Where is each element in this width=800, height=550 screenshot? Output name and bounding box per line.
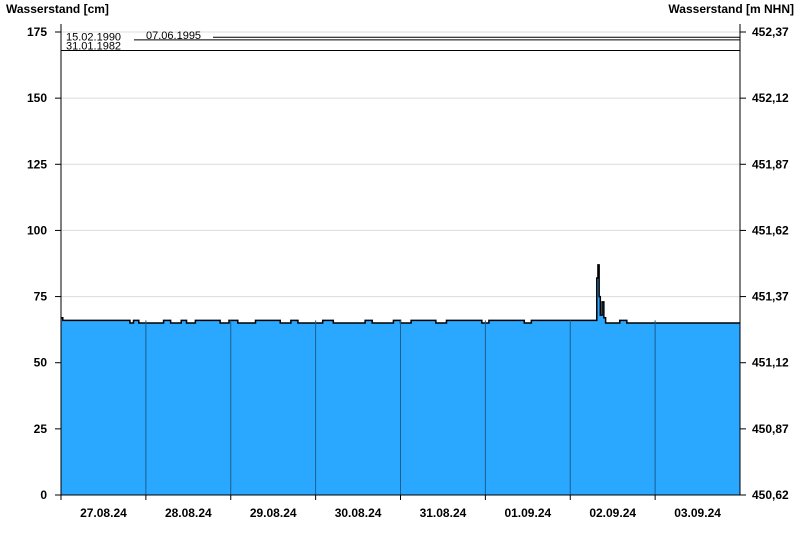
x-tick-label: 01.09.24 xyxy=(504,506,551,520)
x-tick-label: 31.08.24 xyxy=(420,506,467,520)
reference-label-1990: 15.02.1990 xyxy=(66,31,121,43)
y-tick-label-left: 50 xyxy=(34,356,48,370)
x-tick-label: 29.08.24 xyxy=(250,506,297,520)
y-tick-label-right: 450,87 xyxy=(752,422,789,436)
y-tick-label-right: 451,12 xyxy=(752,356,789,370)
y-axis-left-title: Wasserstand [cm] xyxy=(6,2,109,16)
y-tick-label-left: 100 xyxy=(27,223,47,237)
y-tick-label-right: 451,87 xyxy=(752,157,789,171)
y-tick-label-left: 125 xyxy=(27,157,47,171)
x-tick-label: 30.08.24 xyxy=(335,506,382,520)
y-tick-label-right: 452,37 xyxy=(752,25,789,39)
x-tick-label: 27.08.24 xyxy=(80,506,127,520)
reference-label-1982: 31.01.1982 xyxy=(66,41,121,53)
y-tick-label-right: 452,12 xyxy=(752,91,789,105)
y-tick-label-right: 450,62 xyxy=(752,488,789,502)
y-tick-label-left: 150 xyxy=(27,91,47,105)
y-tick-label-left: 25 xyxy=(34,422,48,436)
y-tick-label-left: 175 xyxy=(27,25,47,39)
water-level-line xyxy=(61,264,740,324)
y-tick-label-left: 75 xyxy=(34,290,48,304)
x-tick-label: 28.08.24 xyxy=(165,506,212,520)
y-tick-label-right: 451,37 xyxy=(752,290,789,304)
y-tick-label-left: 0 xyxy=(40,488,47,502)
y-axis-right-title: Wasserstand [m NHN] xyxy=(668,2,794,16)
y-tick-label-right: 451,62 xyxy=(752,223,789,237)
x-tick-label: 03.09.24 xyxy=(674,506,721,520)
reference-label-1995: 07.06.1995 xyxy=(146,30,201,42)
x-tick-label: 02.09.24 xyxy=(589,506,636,520)
